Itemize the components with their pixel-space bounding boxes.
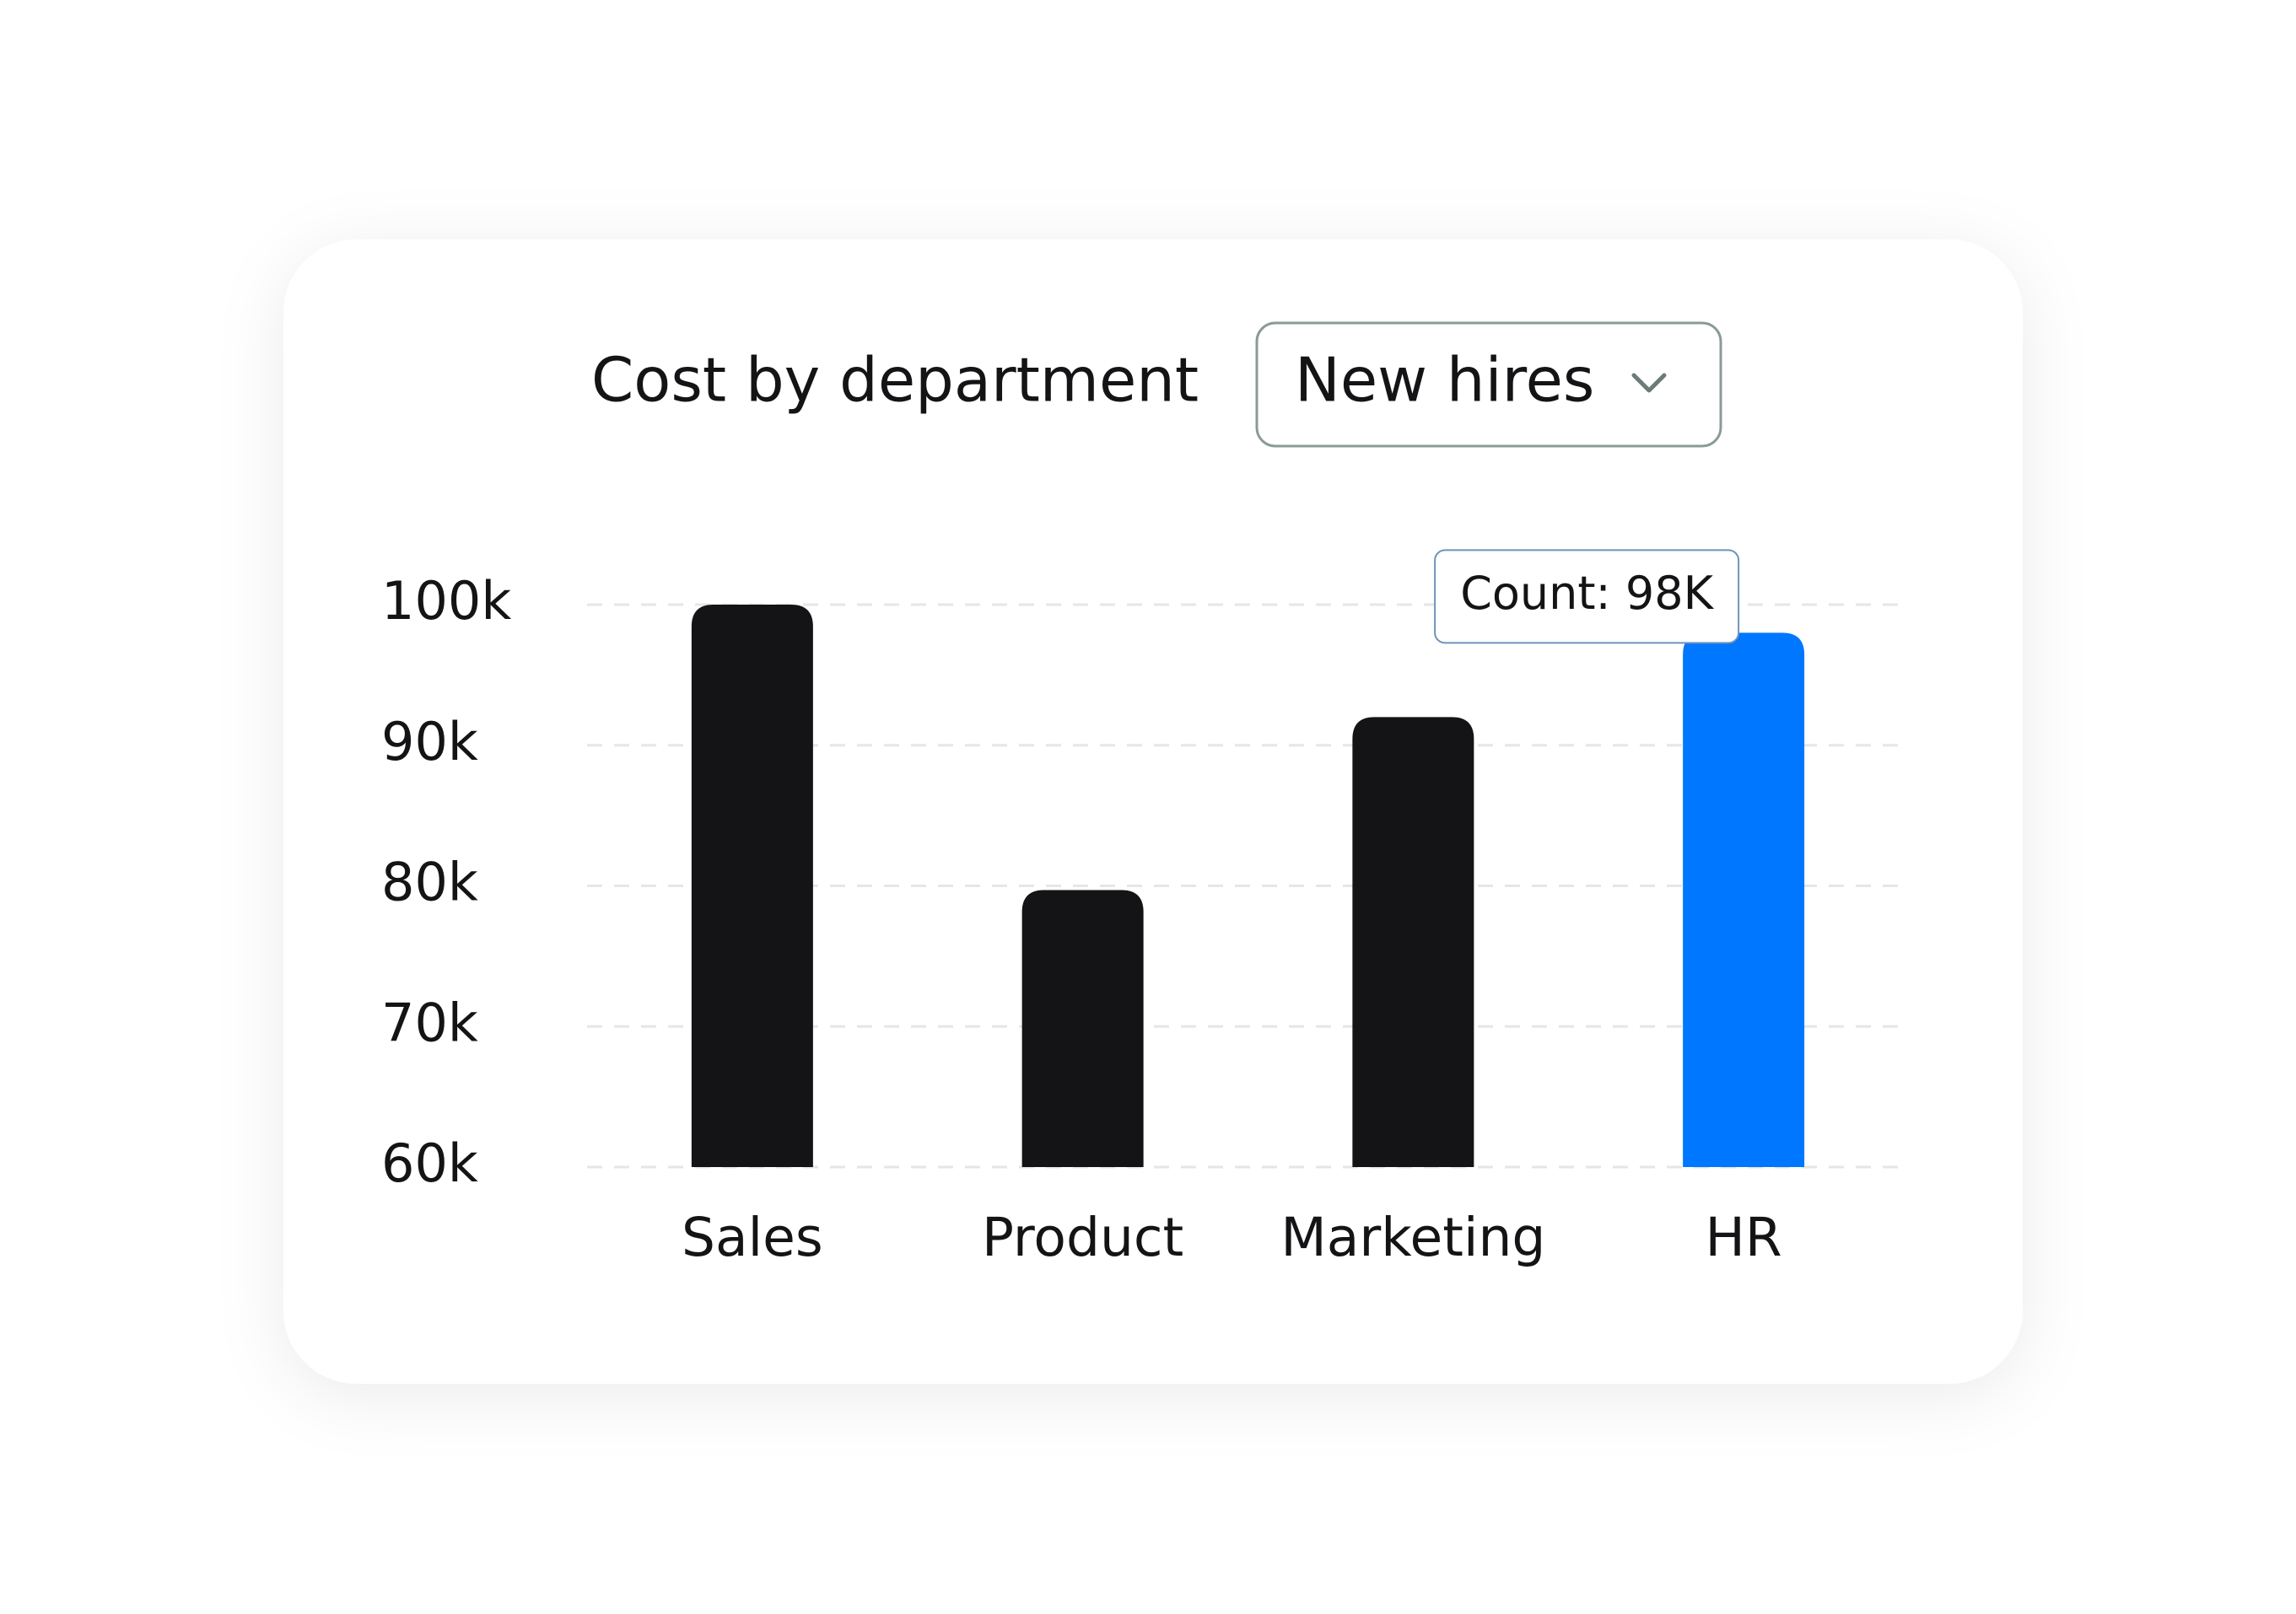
x-tick-label: Marketing [1280,1207,1545,1268]
x-tick-label: Product [982,1207,1183,1268]
chart-title: Cost by department [591,345,1199,416]
tooltip-label: Count: 98K [1460,567,1714,620]
dropdown-box[interactable] [1255,321,1722,448]
plot: 60k 70k 80k 90k 100k Sales Product Marketing Cou… [381,549,1909,1268]
tooltip-box [1434,549,1740,644]
y-tick-label: 100k [381,570,511,632]
bar [1352,717,1474,1167]
bar [691,605,813,1167]
dropdown[interactable]: New hires [1255,321,1722,448]
dropdown-label[interactable]: New hires [1295,345,1594,416]
chevron[interactable] [1631,373,1667,393]
y-tick-label: 70k [381,992,478,1053]
bar [1021,890,1144,1167]
tooltip: Count: 98K [1434,549,1740,644]
bar [1683,632,1805,1167]
y-tick-label: 60k [381,1132,478,1194]
x-tick-label: Sales [682,1207,823,1268]
y-tick-label: 90k [381,711,478,772]
y-tick-label: 80k [381,852,478,913]
x-tick-label: HR [1706,1207,1782,1268]
